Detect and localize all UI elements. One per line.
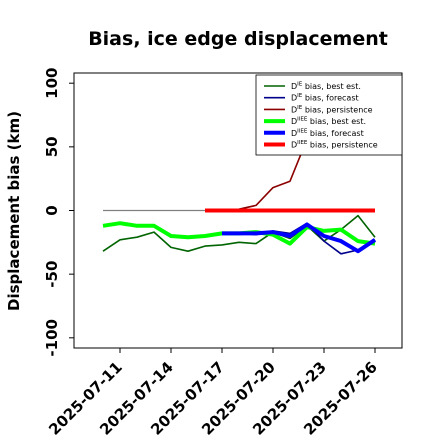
legend-items: DIE bias, best est.DIE bias, forecast DIE… xyxy=(264,82,378,150)
y-axis-title: Displacement bias (km) xyxy=(5,111,23,311)
legend-box xyxy=(255,74,403,156)
x-axis: 2025-07-112025-07-142025-07-172025-07-20… xyxy=(45,348,381,439)
legend-label-6: DIIEE bias, persistence xyxy=(291,140,378,150)
y-tick-label: -50 xyxy=(43,261,61,288)
legend-label-1: DIE bias, best est. xyxy=(291,82,361,92)
y-tick-label: -100 xyxy=(43,319,61,357)
y-tick-label: 50 xyxy=(43,136,61,157)
legend-label-5: DIIEE bias, forecast xyxy=(291,128,364,138)
legend: DIE bias, best est.DIE bias, forecast DIE… xyxy=(255,74,403,156)
legend-label-4: DIIEE bias, best est. xyxy=(291,117,366,127)
series-line-5 xyxy=(222,222,377,254)
chart-title: Bias, ice edge displacement xyxy=(88,28,388,50)
y-tick-label: 0 xyxy=(43,205,61,215)
y-tick-label: 100 xyxy=(43,68,61,99)
legend-label-3: DIE bias, persistence xyxy=(291,105,373,115)
y-axis: -100 -50 0 50 100 xyxy=(43,68,74,357)
series-layer xyxy=(102,138,377,255)
legend-label-2: DIE bias, forecast xyxy=(291,93,359,103)
